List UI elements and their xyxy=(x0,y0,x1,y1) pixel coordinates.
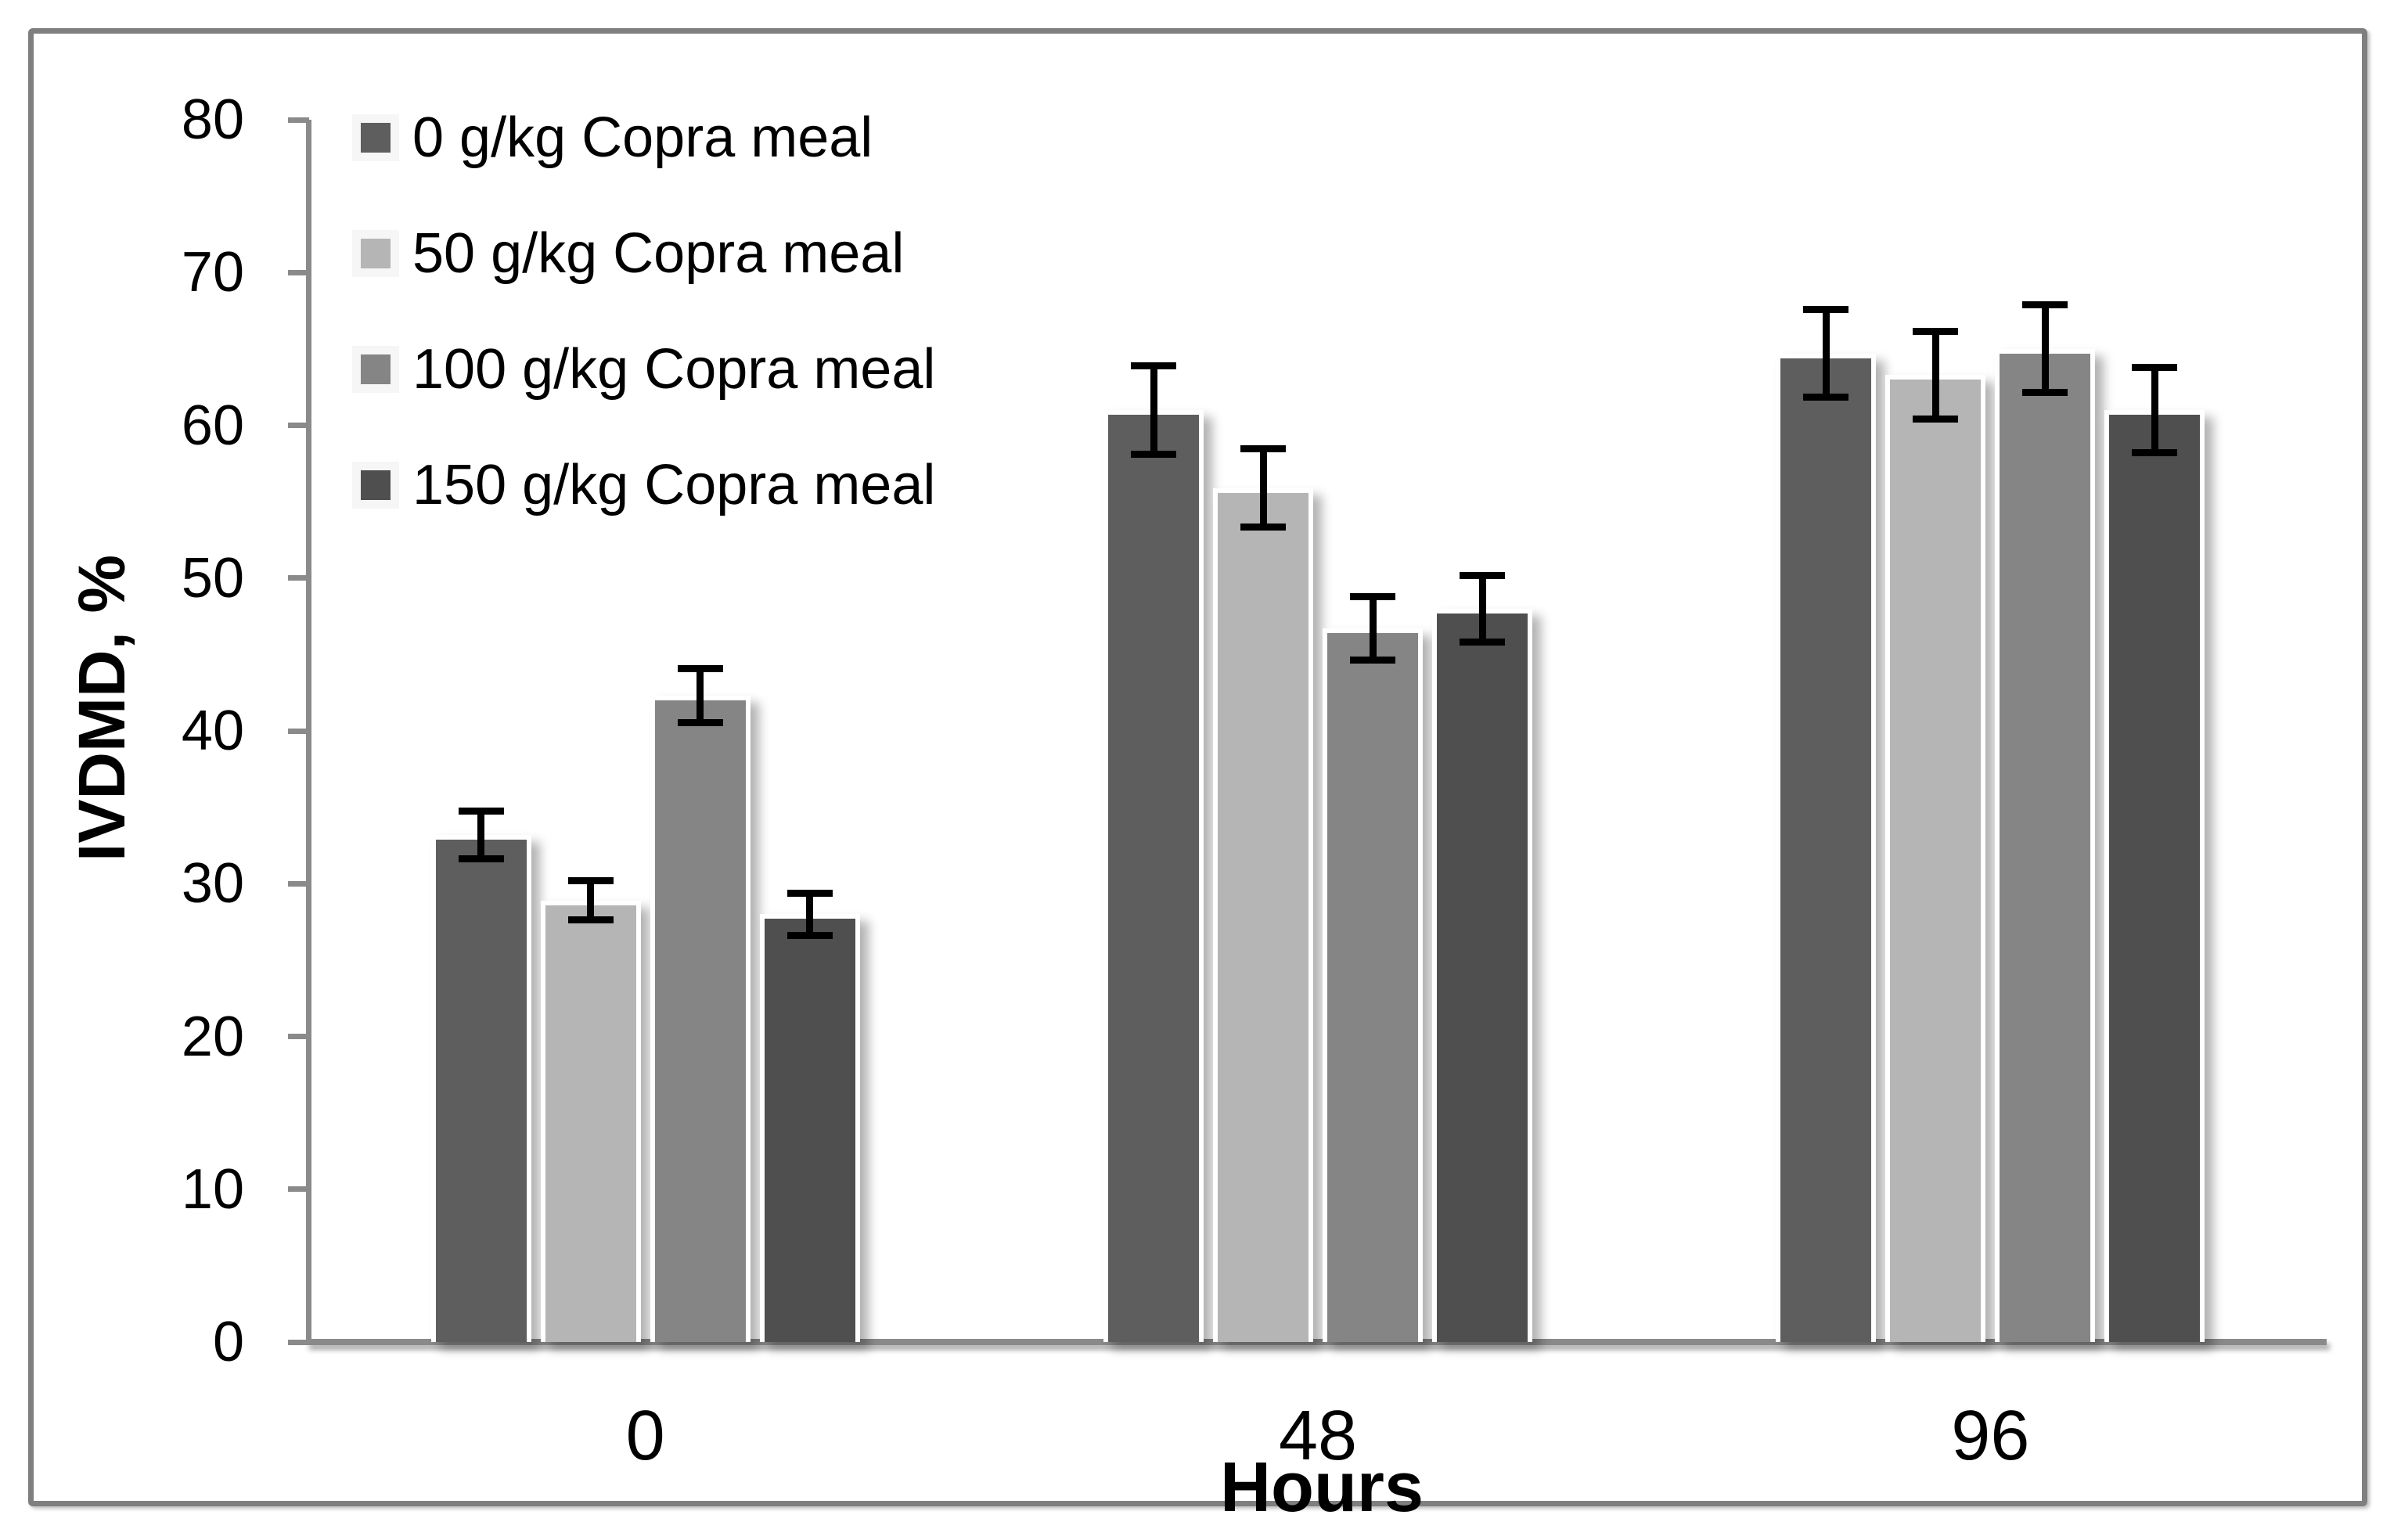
bar-96h-series-3 xyxy=(2104,409,2205,1342)
error-bar-line-48h-series-1 xyxy=(1259,444,1267,531)
bar-0h-series-0 xyxy=(430,834,531,1342)
error-bar-cap-bottom-48h-series-1 xyxy=(1240,524,1286,531)
bar-0h-series-1 xyxy=(540,900,641,1342)
error-bar-cap-bottom-96h-series-0 xyxy=(1803,394,1849,401)
figure-border-frame xyxy=(28,28,2367,1506)
y-tick-label-50: 50 xyxy=(181,546,244,610)
bar-48h-series-0 xyxy=(1103,409,1204,1342)
legend-item-3: 150 g/kg Copra meal xyxy=(361,448,935,523)
y-tick-label-70: 70 xyxy=(181,241,244,304)
error-bar-cap-top-48h-series-3 xyxy=(1460,571,1505,579)
legend-label-3: 150 g/kg Copra meal xyxy=(412,454,936,516)
error-bar-cap-top-96h-series-2 xyxy=(2022,301,2068,309)
y-tick-mark-0 xyxy=(288,1339,309,1345)
error-bar-cap-bottom-0h-series-1 xyxy=(567,916,614,923)
bar-48h-series-3 xyxy=(1432,608,1532,1342)
y-tick-label-80: 80 xyxy=(181,88,244,151)
error-bar-cap-bottom-0h-series-0 xyxy=(458,855,504,862)
bar-96h-series-1 xyxy=(1885,375,1986,1342)
error-bar-line-48h-series-2 xyxy=(1369,593,1377,664)
y-tick-label-10: 10 xyxy=(181,1157,244,1221)
error-bar-cap-top-96h-series-1 xyxy=(1913,327,1959,335)
y-tick-label-0: 0 xyxy=(212,1311,244,1373)
error-bar-line-96h-series-1 xyxy=(1931,327,1939,423)
x-tick-label-96: 96 xyxy=(1951,1397,2030,1475)
error-bar-cap-bottom-96h-series-3 xyxy=(2132,448,2178,456)
error-bar-cap-bottom-0h-series-3 xyxy=(787,931,833,939)
error-bar-line-96h-series-3 xyxy=(2151,364,2158,456)
legend-label-1: 50 g/kg Copra meal xyxy=(412,222,905,285)
y-tick-mark-10 xyxy=(288,1186,309,1193)
y-tick-label-20: 20 xyxy=(181,1005,244,1068)
error-bar-cap-top-0h-series-2 xyxy=(677,665,723,673)
y-tick-mark-70 xyxy=(288,269,309,275)
error-bar-cap-bottom-0h-series-2 xyxy=(677,719,723,727)
y-tick-mark-40 xyxy=(288,728,309,734)
x-tick-label-0: 0 xyxy=(625,1397,665,1475)
bar-0h-series-3 xyxy=(759,914,860,1342)
error-bar-cap-top-48h-series-2 xyxy=(1350,593,1395,601)
error-bar-cap-top-48h-series-0 xyxy=(1131,362,1176,370)
error-bar-line-96h-series-2 xyxy=(2041,301,2049,397)
legend-item-2: 100 g/kg Copra meal xyxy=(361,332,935,407)
error-bar-cap-bottom-48h-series-0 xyxy=(1131,450,1176,458)
error-bar-cap-top-48h-series-1 xyxy=(1240,444,1286,452)
y-tick-mark-20 xyxy=(288,1034,309,1039)
y-tick-mark-30 xyxy=(288,880,309,887)
legend-swatch-icon-1 xyxy=(361,239,391,268)
legend-item-1: 50 g/kg Copra meal xyxy=(361,216,904,291)
error-bar-cap-top-0h-series-3 xyxy=(787,890,833,898)
error-bar-cap-bottom-48h-series-2 xyxy=(1350,657,1395,664)
y-tick-label-30: 30 xyxy=(181,852,244,916)
x-tick-label-48: 48 xyxy=(1278,1397,1358,1475)
error-bar-cap-bottom-96h-series-1 xyxy=(1913,415,1959,423)
bar-96h-series-2 xyxy=(1995,348,2096,1342)
error-bar-line-0h-series-3 xyxy=(806,890,814,939)
y-tick-mark-60 xyxy=(288,423,309,428)
y-tick-label-40: 40 xyxy=(181,700,244,762)
bar-48h-series-1 xyxy=(1213,488,1313,1342)
error-bar-line-0h-series-2 xyxy=(697,665,704,727)
legend-item-0: 0 g/kg Copra meal xyxy=(361,100,873,175)
error-bar-line-48h-series-3 xyxy=(1478,571,1486,646)
y-tick-mark-80 xyxy=(288,117,309,123)
legend-label-0: 0 g/kg Copra meal xyxy=(412,106,873,169)
legend-swatch-icon-0 xyxy=(361,123,391,153)
x-axis-title: Hours xyxy=(1219,1448,1424,1527)
error-bar-cap-bottom-96h-series-2 xyxy=(2022,389,2068,397)
bar-48h-series-2 xyxy=(1323,628,1423,1342)
error-bar-line-48h-series-0 xyxy=(1150,362,1157,458)
y-tick-mark-50 xyxy=(288,575,309,581)
legend-label-2: 100 g/kg Copra meal xyxy=(412,338,936,401)
error-bar-cap-top-96h-series-0 xyxy=(1803,306,1849,314)
error-bar-cap-top-0h-series-1 xyxy=(567,877,614,885)
bar-0h-series-2 xyxy=(650,696,751,1342)
x-axis-line xyxy=(306,1339,2327,1345)
error-bar-line-0h-series-1 xyxy=(587,877,595,923)
y-tick-label-60: 60 xyxy=(181,394,244,457)
legend-swatch-icon-2 xyxy=(361,354,391,384)
error-bar-cap-bottom-48h-series-3 xyxy=(1460,638,1505,646)
error-bar-line-96h-series-0 xyxy=(1822,306,1830,401)
error-bar-cap-top-0h-series-0 xyxy=(458,807,504,815)
error-bar-cap-top-96h-series-3 xyxy=(2132,364,2178,372)
legend-swatch-icon-3 xyxy=(361,470,391,500)
bar-96h-series-0 xyxy=(1776,353,1877,1342)
error-bar-line-0h-series-0 xyxy=(477,807,485,862)
